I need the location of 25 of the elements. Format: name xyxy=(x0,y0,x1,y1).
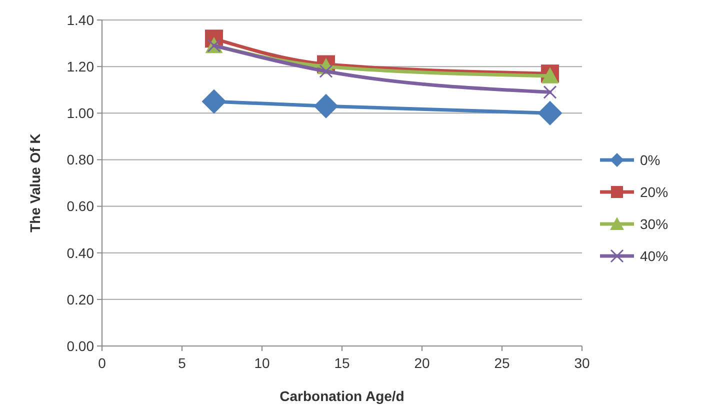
x-tick-label: 30 xyxy=(574,355,590,371)
x-tick-label: 15 xyxy=(334,355,350,371)
x-tick-label: 20 xyxy=(414,355,430,371)
point xyxy=(543,85,557,99)
x-axis-title: Carbonation Age/d xyxy=(280,388,404,404)
point xyxy=(538,100,562,126)
y-tick-label: 0.40 xyxy=(66,244,94,261)
legend-label: 0% xyxy=(640,152,660,168)
x-tick-label: 10 xyxy=(254,355,270,371)
legend-label: 30% xyxy=(640,216,668,232)
x-tick-label: 5 xyxy=(178,355,186,371)
y-tick-label: 1.20 xyxy=(66,58,94,74)
y-tick-label: 1.40 xyxy=(66,12,94,28)
legend-label: 40% xyxy=(640,248,668,264)
x-tick-label: 25 xyxy=(494,355,510,371)
y-tick-label: 0.20 xyxy=(66,291,94,308)
y-axis-title: The Value Of K xyxy=(27,134,43,232)
y-tick-label: 0.80 xyxy=(66,152,94,168)
point xyxy=(314,94,338,118)
x-tick-label: 0 xyxy=(98,355,106,371)
y-tick-label: 0.60 xyxy=(66,198,94,214)
point xyxy=(202,89,226,114)
y-tick-label: 0.00 xyxy=(66,338,94,354)
legend-label: 20% xyxy=(640,184,668,200)
y-tick-label: 1.00 xyxy=(66,105,94,122)
